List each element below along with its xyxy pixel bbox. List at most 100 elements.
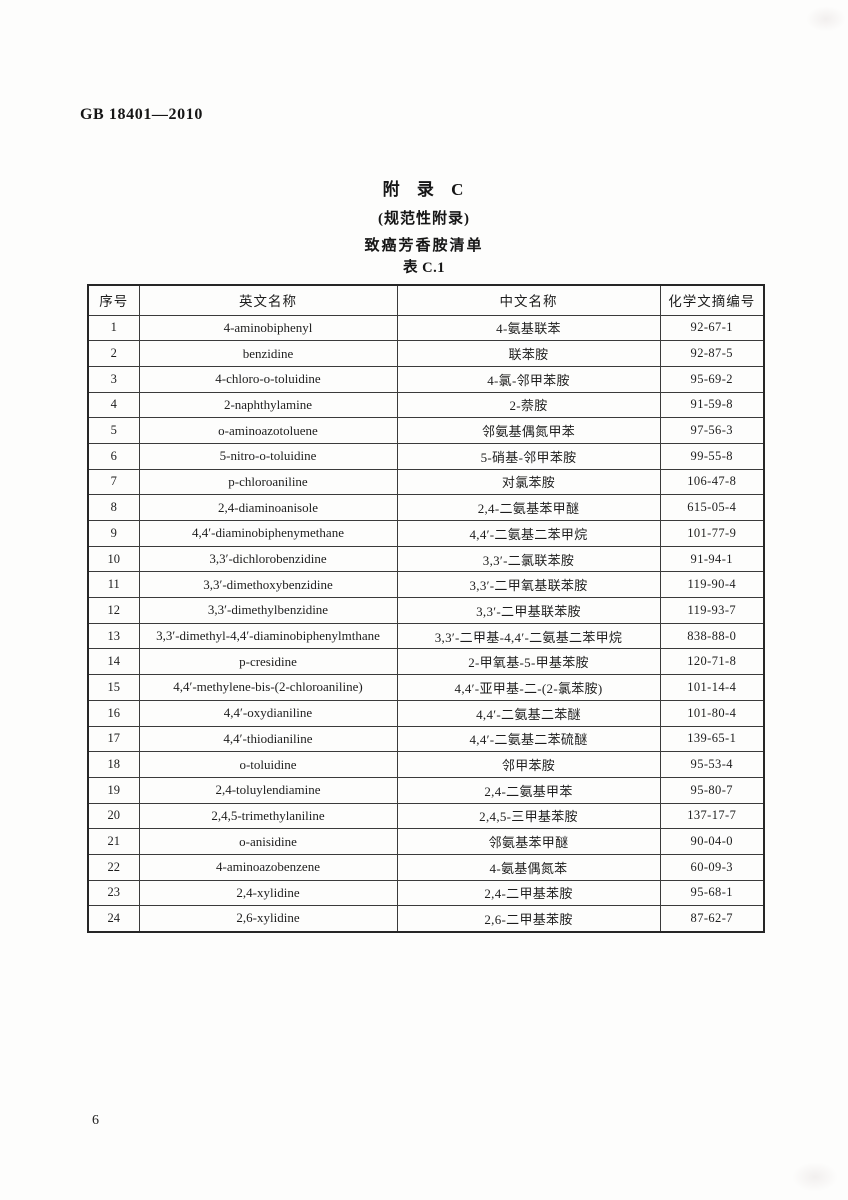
- english-name-cell: 3,3′-dimethyl-4,4′-diaminobiphenylmthane: [138, 622, 398, 650]
- table-row: 17 4,4′-thiodianiline 4,4′-二氨基二苯硫醚 139-65-1: [87, 725, 765, 753]
- cas-number-cell: 838-88-0: [659, 622, 765, 650]
- chinese-name-cell: 对氯苯胺: [396, 468, 661, 496]
- chinese-name-cell: 2,4-二氨基甲苯: [396, 776, 661, 804]
- cas-number-cell: 101-80-4: [659, 699, 765, 727]
- english-name-cell: o-aminoazotoluene: [138, 417, 398, 444]
- column-header: 中文名称: [396, 284, 661, 316]
- cas-number-cell: 101-77-9: [659, 520, 765, 547]
- english-name-cell: 5-nitro-o-toluidine: [138, 442, 398, 470]
- table-row: 3 4-chloro-o-toluidine 4-氯-邻甲苯胺 95-69-2: [87, 365, 765, 393]
- english-name-cell: o-anisidine: [138, 828, 398, 855]
- row-number-cell: 19: [87, 776, 140, 804]
- english-name-cell: 4-aminoazobenzene: [138, 853, 398, 881]
- row-number-cell: 16: [87, 699, 140, 727]
- chinese-name-cell: 4,4′-亚甲基-二-(2-氯苯胺): [396, 674, 661, 701]
- row-number-cell: 8: [87, 494, 140, 521]
- table-row: 14 p-cresidine 2-甲氧基-5-甲基苯胺 120-71-8: [87, 648, 765, 676]
- chinese-name-cell: 4,4′-二氨基二苯甲烷: [396, 520, 661, 547]
- table-row: 24 2,6-xylidine 2,6-二甲基苯胺 87-62-7: [87, 905, 765, 932]
- chinese-name-cell: 联苯胺: [396, 340, 661, 367]
- table-row: 16 4,4′-oxydianiline 4,4′-二氨基二苯醚 101-80-4: [87, 699, 765, 727]
- cas-number-cell: 120-71-8: [659, 648, 765, 676]
- chinese-name-cell: 3,3′-二甲基联苯胺: [396, 597, 661, 624]
- table-caption: 表 C.1: [403, 260, 445, 276]
- row-number-cell: 18: [87, 751, 140, 778]
- row-number-cell: 3: [87, 365, 140, 393]
- chinese-name-cell: 4,4′-二氨基二苯醚: [396, 699, 661, 727]
- row-number-cell: 7: [87, 468, 140, 496]
- cas-number-cell: 119-90-4: [659, 571, 765, 599]
- chinese-name-cell: 邻氨基偶氮甲苯: [396, 417, 661, 444]
- cas-number-cell: 101-14-4: [659, 674, 765, 701]
- appendix-subtitle: (规范性附录): [378, 211, 470, 227]
- chinese-name-cell: 3,3′-二甲氧基联苯胺: [396, 571, 661, 599]
- english-name-cell: 4,4′-diaminobiphenymethane: [138, 520, 398, 547]
- row-number-cell: 23: [87, 879, 140, 907]
- english-name-cell: 2-naphthylamine: [138, 391, 398, 419]
- table-row: 20 2,4,5-trimethylaniline 2,4,5-三甲基苯胺 137-1…: [87, 802, 765, 830]
- row-number-cell: 11: [87, 571, 140, 599]
- cas-number-cell: 99-55-8: [659, 442, 765, 470]
- cas-number-cell: 615-05-4: [659, 494, 765, 521]
- english-name-cell: o-toluidine: [138, 751, 398, 778]
- table-row: 1 4-aminobiphenyl 4-氨基联苯 92-67-1: [87, 314, 765, 342]
- table-row: 12 3,3′-dimethylbenzidine 3,3′-二甲基联苯胺 119-9…: [87, 597, 765, 624]
- cas-number-cell: 91-59-8: [659, 391, 765, 419]
- row-number-cell: 17: [87, 725, 140, 753]
- table-header-row: 序号 英文名称 中文名称 化学文摘编号: [87, 284, 765, 316]
- english-name-cell: 3,3′-dichlorobenzidine: [138, 545, 398, 573]
- column-header: 英文名称: [138, 284, 398, 316]
- row-number-cell: 21: [87, 828, 140, 855]
- cas-number-cell: 106-47-8: [659, 468, 765, 496]
- english-name-cell: 4,4′-methylene-bis-(2-chloroaniline): [138, 674, 398, 701]
- row-number-cell: 20: [87, 802, 140, 830]
- chinese-name-cell: 2,6-二甲基苯胺: [396, 905, 661, 932]
- row-number-cell: 5: [87, 417, 140, 444]
- appendix-list-title: 致癌芳香胺清单: [364, 238, 484, 254]
- table-row: 21 o-anisidine 邻氨基苯甲醚 90-04-0: [87, 828, 765, 855]
- table-row: 6 5-nitro-o-toluidine 5-硝基-邻甲苯胺 99-55-8: [87, 442, 765, 470]
- scan-smudge-top-right: [806, 6, 846, 32]
- chinese-name-cell: 5-硝基-邻甲苯胺: [396, 442, 661, 470]
- chinese-name-cell: 3,3′-二氯联苯胺: [396, 545, 661, 573]
- cas-number-cell: 90-04-0: [659, 828, 765, 855]
- table-row: 22 4-aminoazobenzene 4-氨基偶氮苯 60-09-3: [87, 853, 765, 881]
- appendix-title: 附 录 C: [382, 180, 466, 199]
- english-name-cell: 2,6-xylidine: [138, 905, 398, 932]
- table-row: 10 3,3′-dichlorobenzidine 3,3′-二氯联苯胺 91-94-…: [87, 545, 765, 573]
- column-header: 化学文摘编号: [659, 284, 765, 316]
- english-name-cell: 2,4-xylidine: [138, 879, 398, 907]
- english-name-cell: 3,3′-dimethoxybenzidine: [138, 571, 398, 599]
- chinese-name-cell: 邻甲苯胺: [396, 751, 661, 778]
- chinese-name-cell: 4-氯-邻甲苯胺: [396, 365, 661, 393]
- column-header: 序号: [87, 284, 140, 316]
- english-name-cell: 4-aminobiphenyl: [138, 314, 398, 342]
- chinese-name-cell: 4,4′-二氨基二苯硫醚: [396, 725, 661, 753]
- english-name-cell: 2,4-toluylendiamine: [138, 776, 398, 804]
- english-name-cell: p-chloroaniline: [138, 468, 398, 496]
- cas-number-cell: 95-80-7: [659, 776, 765, 804]
- cas-number-cell: 92-87-5: [659, 340, 765, 367]
- row-number-cell: 14: [87, 648, 140, 676]
- standard-code: GB 18401—2010: [80, 106, 203, 123]
- row-number-cell: 6: [87, 442, 140, 470]
- table-row: 5 o-aminoazotoluene 邻氨基偶氮甲苯 97-56-3: [87, 417, 765, 444]
- page-number: 6: [92, 1113, 99, 1128]
- cas-number-cell: 97-56-3: [659, 417, 765, 444]
- row-number-cell: 24: [87, 905, 140, 932]
- table-row: 15 4,4′-methylene-bis-(2-chloroaniline) 4,…: [87, 674, 765, 701]
- cas-number-cell: 92-67-1: [659, 314, 765, 342]
- cas-number-cell: 139-65-1: [659, 725, 765, 753]
- chinese-name-cell: 4-氨基联苯: [396, 314, 661, 342]
- english-name-cell: 4,4′-oxydianiline: [138, 699, 398, 727]
- table-row: 13 3,3′-dimethyl-4,4′-diaminobiphenylmtha…: [87, 622, 765, 650]
- english-name-cell: 3,3′-dimethylbenzidine: [138, 597, 398, 624]
- table-row: 4 2-naphthylamine 2-萘胺 91-59-8: [87, 391, 765, 419]
- cas-number-cell: 95-53-4: [659, 751, 765, 778]
- english-name-cell: 4-chloro-o-toluidine: [138, 365, 398, 393]
- chinese-name-cell: 2-甲氧基-5-甲基苯胺: [396, 648, 661, 676]
- row-number-cell: 2: [87, 340, 140, 367]
- table-row: 11 3,3′-dimethoxybenzidine 3,3′-二甲氧基联苯胺 119…: [87, 571, 765, 599]
- english-name-cell: p-cresidine: [138, 648, 398, 676]
- chinese-name-cell: 2,4-二甲基苯胺: [396, 879, 661, 907]
